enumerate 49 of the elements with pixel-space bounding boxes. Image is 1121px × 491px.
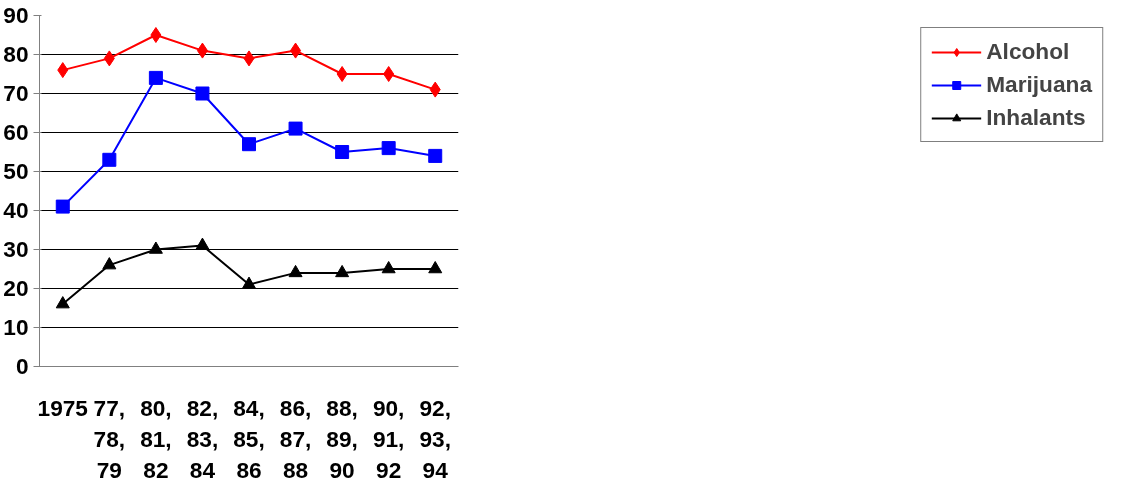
x-tick-label: 80, 81, 82 <box>140 394 172 483</box>
point <box>57 62 69 79</box>
x-tick-label: 82, 83, 84 <box>186 394 219 483</box>
point <box>336 66 348 82</box>
point <box>195 86 210 101</box>
y-tick-label: 30 <box>3 236 29 262</box>
point <box>381 260 396 274</box>
point <box>242 276 256 289</box>
point <box>242 137 256 152</box>
point <box>55 296 70 309</box>
y-tick-label: 50 <box>3 158 29 184</box>
point <box>103 50 115 67</box>
point <box>148 241 163 254</box>
y-tick-label: 40 <box>3 197 29 223</box>
point <box>148 70 163 85</box>
y-tick-label: 80 <box>3 41 29 67</box>
x-tick-label: 77, 78, 79 <box>93 394 126 483</box>
x-tick-label: 86, 87, 88 <box>279 394 312 483</box>
point <box>243 50 255 67</box>
point <box>381 141 396 156</box>
point <box>196 42 208 59</box>
x-tick-label: 90, 91, 92 <box>372 394 405 483</box>
legend-label: Alcohol <box>986 38 1070 65</box>
point <box>102 152 117 167</box>
point <box>383 66 395 82</box>
point <box>335 145 350 159</box>
point <box>102 257 117 270</box>
point <box>288 121 303 136</box>
y-tick-label: 10 <box>3 314 29 340</box>
x-tick-label: 1975 <box>37 394 88 421</box>
y-tick-label: 60 <box>3 119 29 145</box>
point <box>335 264 350 278</box>
x-tick-label: 92, 93, 94 <box>419 394 451 483</box>
point <box>429 81 441 98</box>
legend-label: Marijuana <box>986 71 1092 98</box>
y-tick-label: 90 <box>3 2 29 28</box>
point <box>428 148 443 163</box>
x-tick-label: 84, 85, 86 <box>233 394 265 483</box>
y-tick-label: 70 <box>3 80 29 106</box>
point <box>55 199 70 214</box>
point <box>195 237 210 250</box>
y-tick-label: 20 <box>3 275 29 301</box>
point <box>288 264 303 278</box>
x-tick-label: 88, 89, 90 <box>326 394 358 483</box>
y-tick-label: 0 <box>15 353 29 379</box>
point <box>150 27 162 43</box>
point <box>290 42 302 59</box>
point <box>428 260 443 274</box>
legend-label: Inhalants <box>986 104 1086 131</box>
